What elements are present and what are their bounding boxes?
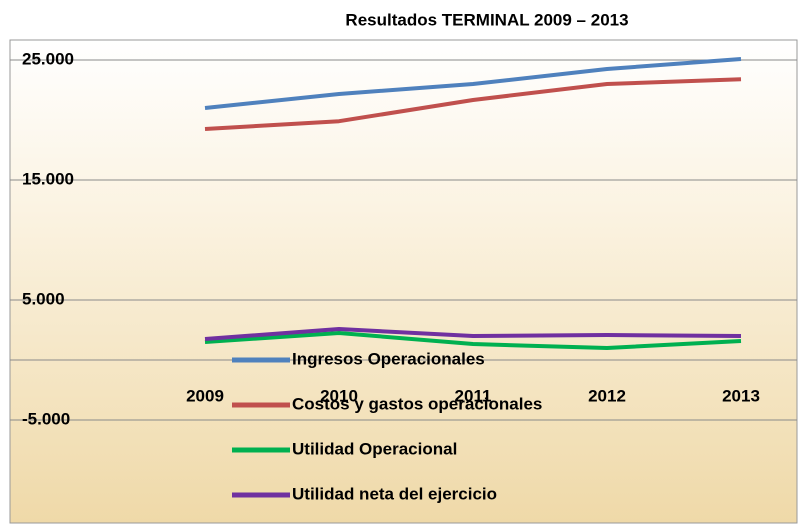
- x-tick-label: 2011: [455, 386, 492, 405]
- y-tick-label: -5.000: [22, 409, 70, 428]
- series-line: [204, 331, 742, 351]
- y-tick-label: 25.000: [22, 49, 74, 68]
- series-line: [204, 77, 742, 132]
- legend-label: Utilidad neta del ejercicio: [292, 484, 497, 503]
- chart-title: Resultados TERMINAL 2009 – 2013: [345, 10, 628, 29]
- plot-area: [9, 39, 798, 524]
- series-line: [204, 57, 742, 110]
- legend-label: Utilidad Operacional: [292, 439, 457, 458]
- x-tick-label: 2010: [320, 386, 358, 405]
- legend-label: Costos y gastos operacionales: [292, 394, 542, 413]
- x-tick-label: 2012: [588, 386, 626, 405]
- y-tick-label: 5.000: [22, 289, 65, 308]
- x-tick-label: 2009: [186, 386, 224, 405]
- y-tick-label: 15.000: [22, 169, 74, 188]
- series-line: [204, 327, 742, 341]
- legend-label: Ingresos Operacionales: [292, 349, 485, 368]
- x-tick-label: 2013: [722, 386, 760, 405]
